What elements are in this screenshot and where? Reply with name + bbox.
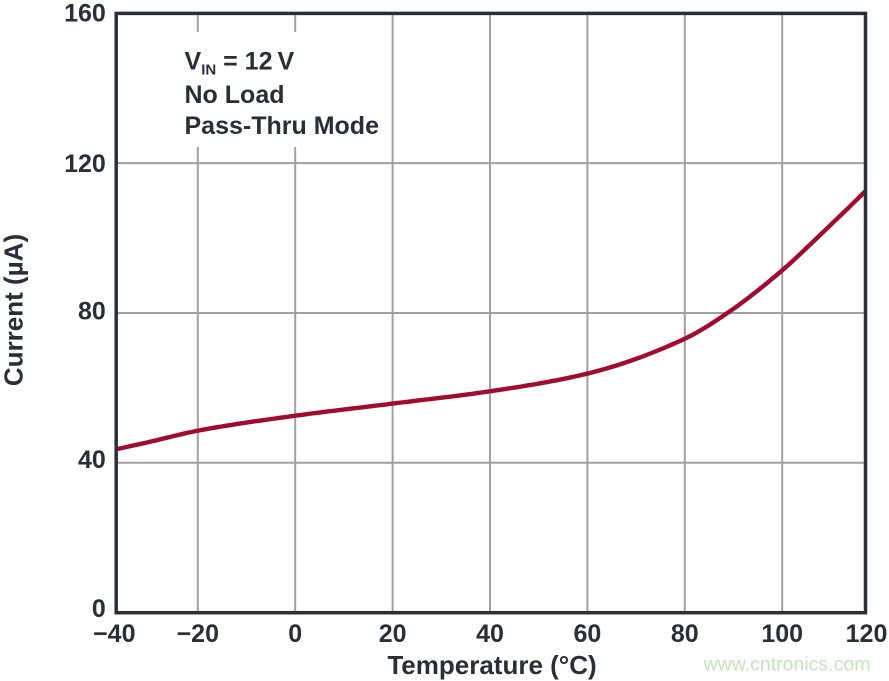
- svg-text:0: 0: [92, 595, 106, 623]
- svg-text:80: 80: [671, 620, 699, 648]
- svg-text:Pass-Thru Mode: Pass-Thru Mode: [185, 112, 380, 140]
- svg-text:0: 0: [288, 620, 302, 648]
- svg-text:60: 60: [573, 620, 601, 648]
- svg-text:80: 80: [78, 297, 106, 325]
- svg-text:No Load: No Load: [185, 81, 285, 109]
- svg-text:−40: −40: [93, 620, 135, 648]
- svg-text:120: 120: [64, 150, 106, 178]
- svg-text:−20: −20: [177, 620, 219, 648]
- svg-text:40: 40: [476, 620, 504, 648]
- svg-text:160: 160: [64, 0, 106, 28]
- svg-text:VIN = 12 V: VIN = 12 V: [185, 47, 295, 78]
- svg-text:100: 100: [761, 620, 803, 648]
- svg-text:40: 40: [78, 446, 106, 474]
- svg-text:www.cntronics.com: www.cntronics.com: [703, 654, 871, 676]
- svg-text:Temperature (°C): Temperature (°C): [387, 650, 596, 680]
- svg-text:120: 120: [846, 620, 888, 648]
- svg-text:20: 20: [379, 620, 407, 648]
- svg-text:Current (µA): Current (µA): [0, 234, 29, 386]
